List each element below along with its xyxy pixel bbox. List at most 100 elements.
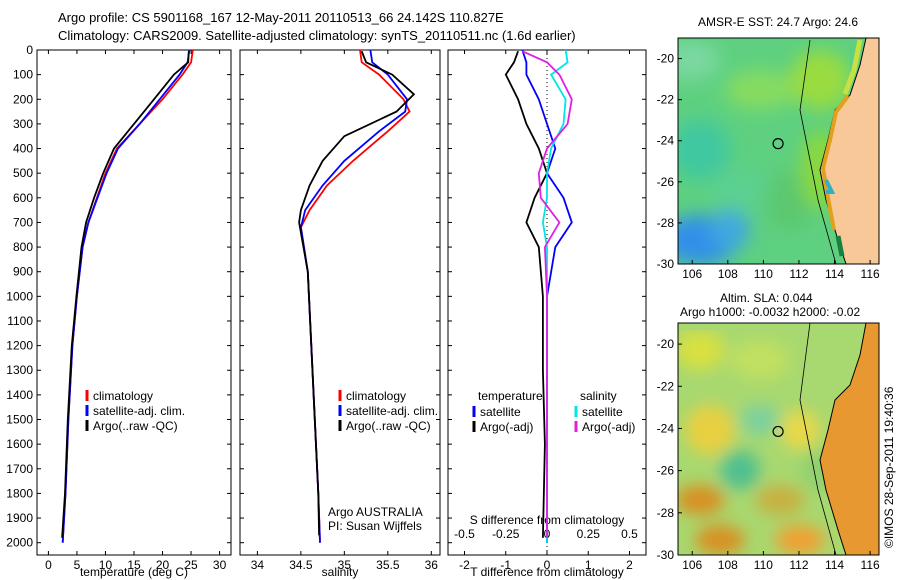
series-line xyxy=(521,50,573,538)
y-tick-label: 1300 xyxy=(6,363,33,377)
y-tick-label: 500 xyxy=(13,166,33,180)
x-tick-label: -1 xyxy=(500,558,511,572)
x2-tick-label: 0.25 xyxy=(577,527,601,541)
series-line xyxy=(504,50,548,538)
x-tick-label: -2 xyxy=(459,558,470,572)
map-y-tick-label: -22 xyxy=(657,93,675,107)
y-tick-label: 700 xyxy=(13,215,33,229)
x-axis-label: T difference from climatology xyxy=(470,565,624,579)
x-tick-label: 0 xyxy=(45,558,52,572)
legend-label: Argo(-adj) xyxy=(480,420,533,434)
y-tick-label: 800 xyxy=(13,240,33,254)
x2-tick-label: -0.5 xyxy=(454,527,475,541)
y-tick-label: 1900 xyxy=(6,511,33,525)
x-tick-label: 2 xyxy=(626,558,633,572)
header-line-1: Argo profile: CS 5901168_167 12-May-2011… xyxy=(58,10,504,25)
map-y-tick-label: -26 xyxy=(657,175,675,189)
series-line xyxy=(61,51,190,538)
x-tick-label: 10 xyxy=(99,558,113,572)
sst-map-image xyxy=(678,38,879,264)
y-tick-label: 100 xyxy=(13,68,33,82)
map-y-tick-label: -30 xyxy=(657,257,675,271)
legend-label: climatology xyxy=(346,389,406,403)
x2-tick-label: 0.5 xyxy=(621,527,638,541)
x-tick-label: 25 xyxy=(184,558,198,572)
legend-label: Argo(..raw -QC) xyxy=(346,419,431,433)
sst-map-axes: 106 108 110 112 114 116 -20 -22 -24 -26 -28 -30 xyxy=(657,52,880,281)
map-x-tick-label: 106 xyxy=(682,558,702,572)
map-y-tick-label: -28 xyxy=(657,216,675,230)
map-x-tick-label: 106 xyxy=(682,267,702,281)
y-tick-label: 300 xyxy=(13,117,33,131)
map-x-tick-label: 116 xyxy=(861,267,880,281)
y-tick-label: 1700 xyxy=(6,462,33,476)
legend-label: Argo(..raw -QC) xyxy=(93,419,178,433)
legend-label: satellite xyxy=(582,405,623,419)
sla-map-axes: 106 108 110 112 114 116 -20 -22 -24 -26 -28 -30 xyxy=(657,337,880,572)
map-x-tick-label: 108 xyxy=(718,267,738,281)
y-tick-label: 1600 xyxy=(6,437,33,451)
annotation-text: Argo AUSTRALIA xyxy=(328,505,423,519)
legend-label: climatology xyxy=(93,389,153,403)
x-axis-label: temperature (deg C) xyxy=(80,565,188,579)
x-tick-label: 1 xyxy=(585,558,592,572)
map-x-tick-label: 116 xyxy=(861,558,880,572)
x-tick-label: 30 xyxy=(213,558,227,572)
y-tick-label: 900 xyxy=(13,265,33,279)
x-tick-label: 36 xyxy=(425,558,439,572)
y-tick-label: 1000 xyxy=(6,289,33,303)
legend-header-salinity: salinity xyxy=(580,389,617,403)
map-y-tick-label: -30 xyxy=(657,548,675,562)
y-tick-label: 1500 xyxy=(6,413,33,427)
y-tick-label: 0 xyxy=(26,43,33,57)
salinity-profile: 34 34.5 35 35.5 36 salinity climatologysatelli… xyxy=(239,49,441,579)
x-tick-label: 20 xyxy=(156,558,170,572)
x-tick-label: 35 xyxy=(338,558,352,572)
legend-header-temperature: temperature xyxy=(478,389,543,403)
sst-map-frame xyxy=(677,37,880,265)
map-y-tick-label: -20 xyxy=(657,52,675,66)
map-y-tick-label: -24 xyxy=(657,134,675,148)
legend-label: Argo(-adj) xyxy=(582,420,635,434)
sla-map-frame xyxy=(677,322,880,556)
argo-location-marker xyxy=(772,425,784,438)
map-x-tick-label: 112 xyxy=(789,558,808,572)
sla-map-image xyxy=(678,323,879,555)
y-tick-label: 1400 xyxy=(6,388,33,402)
map-y-tick-label: -28 xyxy=(657,506,675,520)
temperature-profile: 0 5 10 15 20 25 300100200300400500600700800900… xyxy=(6,43,232,579)
map-x-tick-label: 114 xyxy=(825,558,844,572)
argo-location-marker xyxy=(772,138,784,150)
map-x-tick-label: 110 xyxy=(754,267,773,281)
map-y-tick-label: -26 xyxy=(657,464,675,478)
sst-map-title: AMSR-E SST: 24.7 Argo: 24.6 xyxy=(698,15,858,29)
annotation-text: PI: Susan Wijffels xyxy=(328,519,422,533)
map-x-tick-label: 114 xyxy=(825,267,844,281)
y-tick-label: 1200 xyxy=(6,339,33,353)
legend-label: satellite-adj. clim. xyxy=(346,404,438,418)
map-x-tick-label: 108 xyxy=(718,558,738,572)
x-tick-label: 34 xyxy=(251,558,265,572)
sla-map-title: Altim. SLA: 0.044 xyxy=(720,291,813,305)
y-tick-label: 1100 xyxy=(7,314,33,328)
y-tick-label: 1800 xyxy=(6,486,33,500)
legend-label: satellite xyxy=(480,405,521,419)
x-tick-label: 15 xyxy=(127,558,141,572)
salinity-profile-frame xyxy=(239,49,441,556)
map-x-tick-label: 110 xyxy=(754,558,773,572)
series-line xyxy=(298,50,416,536)
map-y-tick-label: -24 xyxy=(657,421,675,435)
x-tick-label: 34.5 xyxy=(289,558,313,572)
footer-stamp: ©IMOS 28-Sep-2011 19:40:36 xyxy=(882,386,896,548)
sla-map-subtitle: Argo h1000: -0.0032 h2000: -0.02 xyxy=(680,305,860,319)
y-tick-label: 2000 xyxy=(6,536,33,550)
y-tick-label: 400 xyxy=(13,142,33,156)
header-line-2: Climatology: CARS2009. Satellite-adjuste… xyxy=(58,28,576,43)
map-x-tick-label: 112 xyxy=(789,267,808,281)
y-tick-label: 600 xyxy=(13,191,33,205)
x-tick-label: 0 xyxy=(544,558,551,572)
map-y-tick-label: -20 xyxy=(657,337,675,351)
x-tick-label: 35.5 xyxy=(376,558,400,572)
